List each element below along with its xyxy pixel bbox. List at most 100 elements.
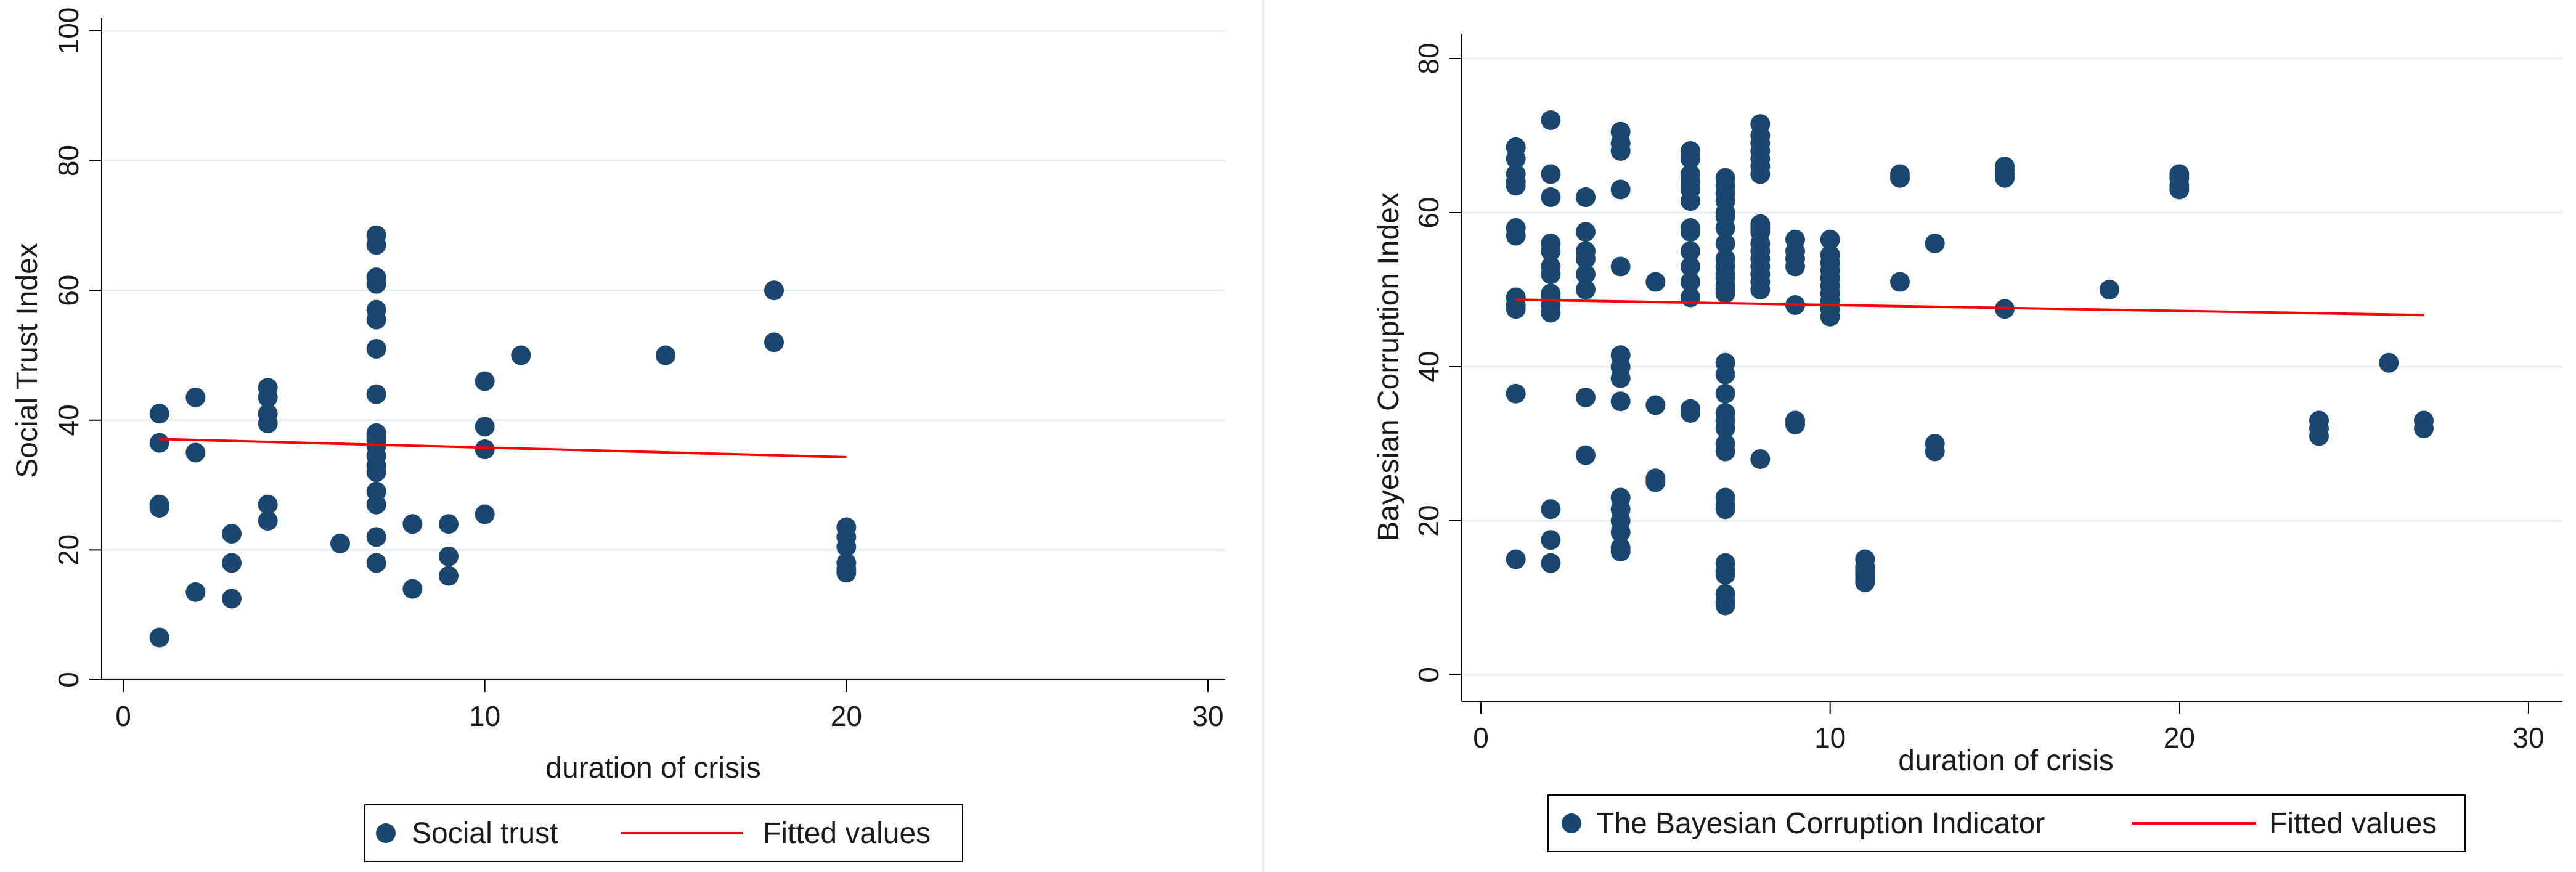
social-trust-x-axis-label: duration of crisis xyxy=(545,752,760,784)
corruption-data-point xyxy=(1681,287,1700,308)
social-trust-x-tick-label: 10 xyxy=(469,700,500,732)
corruption-data-point xyxy=(1576,222,1596,242)
corruption-data-point xyxy=(1506,226,1526,246)
social-trust-data-point xyxy=(366,299,386,320)
corruption-data-point xyxy=(1820,229,1840,250)
corruption-data-point xyxy=(1610,256,1631,277)
corruption-data-point xyxy=(1541,303,1561,323)
corruption-data-point xyxy=(1715,441,1735,462)
social-trust-y-tick-label: 0 xyxy=(52,672,84,688)
legend-label-fitted-values: Fitted values xyxy=(763,817,931,850)
social-trust-data-point xyxy=(366,338,386,359)
social-trust-data-point xyxy=(149,433,169,453)
social-trust-data-point xyxy=(402,514,423,534)
corruption-data-point xyxy=(1645,272,1666,292)
legend-label-fitted-values: Fitted values xyxy=(2269,807,2437,840)
corruption-y-tick-label: 0 xyxy=(1412,667,1445,683)
corruption-x-tick-label: 0 xyxy=(1473,722,1489,754)
corruption-data-point xyxy=(2169,179,2190,200)
corruption-data-point xyxy=(1645,395,1666,415)
legend-box xyxy=(1547,794,2466,852)
corruption-data-point xyxy=(1645,472,1666,492)
corruption-data-point xyxy=(1541,553,1561,573)
corruption-data-point xyxy=(1925,441,1945,462)
corruption-x-tick-label: 30 xyxy=(2513,722,2544,754)
social-trust-fitted-values-line xyxy=(159,438,847,458)
corruption-data-point xyxy=(1750,164,1771,184)
social-trust-data-point xyxy=(366,553,386,573)
corruption-data-point xyxy=(1785,256,1805,277)
legend-label-social-trust: Social trust xyxy=(412,817,558,850)
social-trust-data-point xyxy=(402,579,423,599)
corruption-data-point xyxy=(1715,418,1735,438)
corruption-data-point xyxy=(1995,168,2015,188)
social-trust-data-point xyxy=(258,378,278,398)
social-trust-data-point xyxy=(185,442,206,463)
bayesian-corruption-chart: 0 20 40 60 80 0 10 20 30 duration of crisis Bay… xyxy=(1372,34,2562,852)
corruption-y-axis-label: Bayesian Corruption Index xyxy=(1372,192,1405,541)
corruption-data-point xyxy=(1576,445,1596,465)
social-trust-data-point xyxy=(366,446,386,466)
corruption-data-point xyxy=(1610,141,1631,161)
social-trust-data-point xyxy=(475,371,495,391)
social-trust-y-tick-label: 60 xyxy=(52,275,84,306)
social-trust-legend: Social trust Fitted values xyxy=(364,804,963,862)
corruption-data-point xyxy=(1750,449,1771,469)
corruption-legend: The Bayesian Corruption Indicator Fitted… xyxy=(1547,794,2466,852)
corruption-data-point xyxy=(1681,191,1700,211)
corruption-data-point xyxy=(1576,187,1596,207)
corruption-data-point xyxy=(1681,222,1700,242)
corruption-points xyxy=(1506,110,2434,616)
corruption-y-tick-label: 60 xyxy=(1412,197,1445,228)
corruption-x-ticks: 0 10 20 30 xyxy=(1473,701,2545,754)
corruption-data-point xyxy=(1681,149,1700,169)
corruption-data-point xyxy=(2414,418,2434,438)
social-trust-data-point xyxy=(366,384,386,404)
corruption-data-point xyxy=(1785,414,1805,434)
social-trust-data-point xyxy=(439,514,459,534)
corruption-data-point xyxy=(1715,364,1735,385)
social-trust-x-tick-label: 30 xyxy=(1192,700,1223,732)
corruption-data-point xyxy=(1610,368,1631,388)
social-trust-data-point xyxy=(222,589,242,609)
panel-divider xyxy=(1262,0,1264,872)
corruption-data-point xyxy=(2379,352,2399,373)
corruption-data-point xyxy=(1541,241,1561,261)
corruption-data-point xyxy=(1715,218,1735,238)
corruption-data-point xyxy=(1890,168,1910,188)
corruption-data-point xyxy=(1506,383,1526,404)
social-trust-points xyxy=(149,225,857,648)
corruption-axes xyxy=(1461,34,2562,702)
legend-marker-social-trust xyxy=(376,823,396,843)
corruption-data-point xyxy=(1681,256,1700,277)
social-trust-axes xyxy=(101,18,1225,680)
corruption-data-point xyxy=(1715,234,1735,253)
corruption-y-ticks: 0 20 40 60 80 xyxy=(1412,43,1462,683)
corruption-data-point xyxy=(1506,149,1526,169)
corruption-data-point xyxy=(1541,187,1561,207)
corruption-data-point xyxy=(1681,241,1700,261)
corruption-data-point xyxy=(1820,306,1840,327)
social-trust-data-point xyxy=(149,627,169,648)
social-trust-data-point xyxy=(258,404,278,424)
social-trust-y-tick-label: 80 xyxy=(52,145,84,176)
corruption-data-point xyxy=(1541,164,1561,184)
corruption-data-point xyxy=(1925,234,1945,253)
social-trust-data-point xyxy=(656,345,675,365)
corruption-data-point xyxy=(1681,403,1700,423)
corruption-data-point xyxy=(1890,272,1910,292)
corruption-data-point xyxy=(1681,272,1700,292)
social-trust-data-point xyxy=(366,426,386,447)
social-trust-data-point xyxy=(149,494,169,515)
corruption-data-point xyxy=(1610,391,1631,412)
corruption-data-point xyxy=(1576,264,1596,284)
social-trust-data-point xyxy=(366,225,386,245)
corruption-data-point xyxy=(1541,530,1561,550)
corruption-y-tick-label: 20 xyxy=(1412,505,1445,536)
corruption-data-point xyxy=(1541,110,1561,130)
corruption-data-point xyxy=(2100,280,2119,299)
social-trust-data-point xyxy=(330,533,350,553)
legend-marker-bayesian-corruption xyxy=(1562,813,1581,833)
